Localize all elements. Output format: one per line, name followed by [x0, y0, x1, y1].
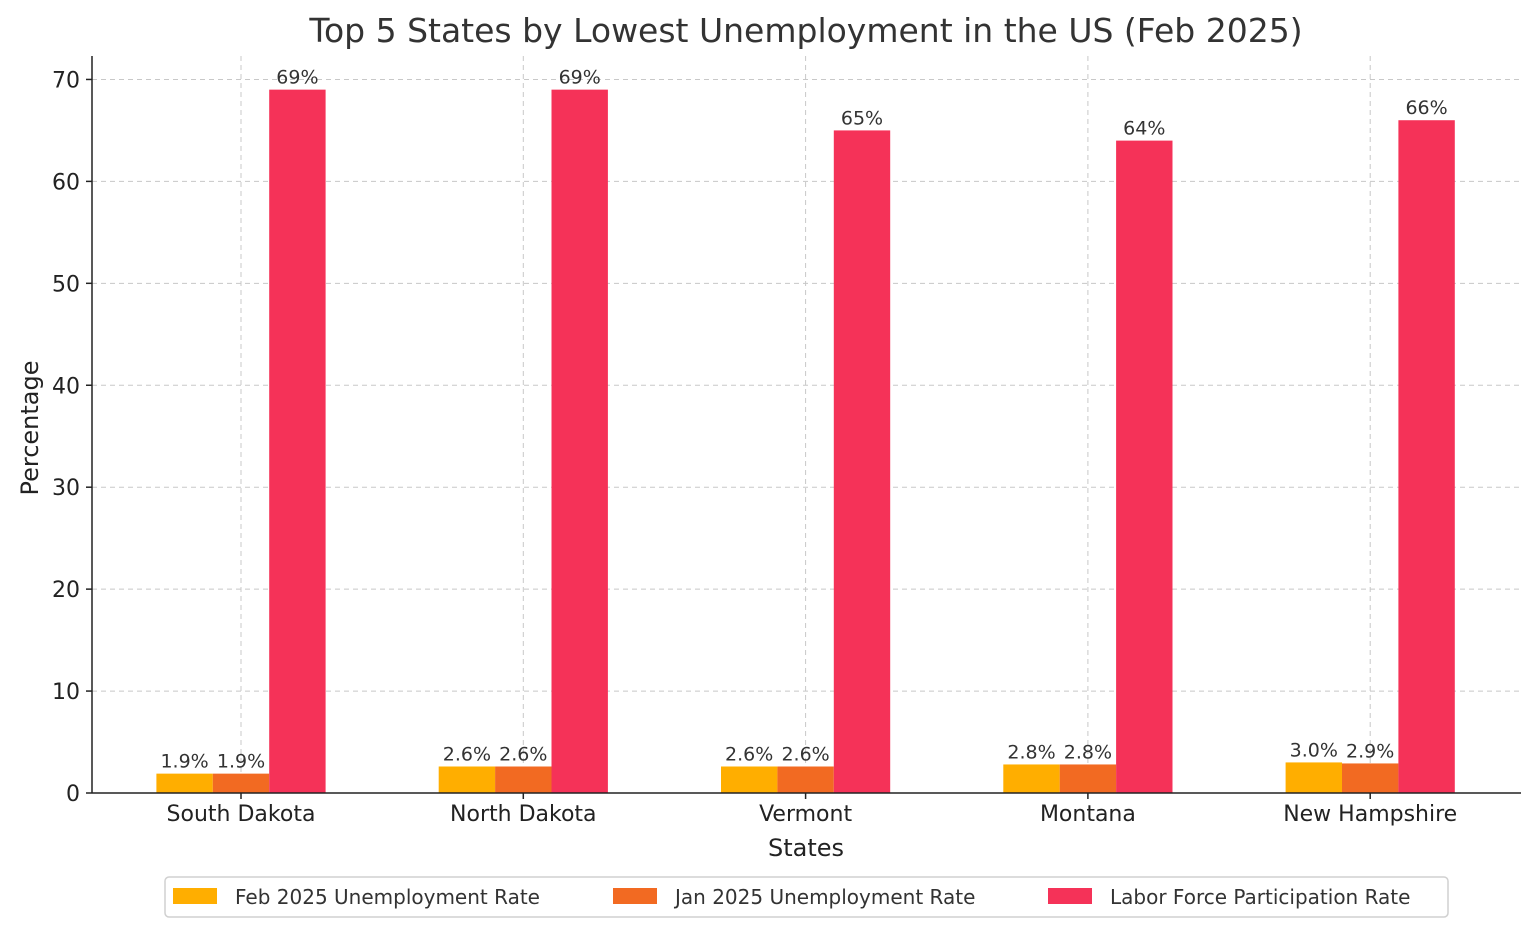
bar-data-label: 69%: [276, 67, 318, 89]
x-tick-label: South Dakota: [167, 802, 316, 827]
bar-data-label: 66%: [1405, 97, 1447, 119]
bar-data-label: 2.6%: [499, 743, 547, 765]
bar: [1285, 762, 1342, 793]
x-tick-label: New Hampshire: [1283, 802, 1457, 827]
bar: [1398, 120, 1455, 794]
bar-data-label: 64%: [1123, 118, 1165, 140]
bar: [1342, 763, 1399, 793]
y-tick-label: 70: [52, 68, 80, 93]
y-tick-label: 10: [52, 680, 80, 705]
bar: [1059, 764, 1117, 793]
bar: [777, 766, 834, 793]
legend-label: Labor Force Participation Rate: [1110, 885, 1410, 909]
bar: [269, 89, 326, 793]
legend-frame: [164, 876, 1449, 918]
legend: Feb 2025 Unemployment Rate Jan 2025 Unemp…: [164, 876, 1449, 918]
bar: [551, 89, 608, 793]
x-tick-label: North Dakota: [450, 802, 596, 827]
y-tick-label: 50: [52, 272, 80, 297]
bar-data-label: 65%: [841, 107, 883, 129]
chart-title: Top 5 States by Lowest Unemployment in t…: [308, 11, 1302, 50]
x-axis-label: States: [768, 834, 844, 862]
y-axis-label: Percentage: [16, 360, 44, 495]
legend-swatch: [1048, 888, 1092, 904]
bar: [1116, 140, 1173, 794]
legend-swatch: [613, 888, 657, 904]
bar-data-label: 69%: [559, 67, 601, 89]
bar: [438, 766, 496, 793]
bar: [495, 766, 552, 793]
bar-data-label: 2.9%: [1346, 740, 1394, 762]
x-tick-label: Montana: [1040, 802, 1136, 827]
legend-label: Jan 2025 Unemployment Rate: [673, 885, 975, 909]
legend-swatch: [173, 888, 217, 904]
bar-data-label: 3.0%: [1290, 739, 1338, 761]
bar-data-label: 2.6%: [725, 743, 773, 765]
y-tick-label: 20: [52, 578, 80, 603]
y-tick-label: 30: [52, 476, 80, 501]
bar-data-label: 2.6%: [443, 743, 491, 765]
bar-data-label: 2.8%: [1007, 741, 1055, 763]
bar: [721, 766, 778, 793]
y-tick-label: 60: [52, 170, 80, 195]
legend-label: Feb 2025 Unemployment Rate: [235, 885, 540, 909]
bar-data-label: 2.6%: [781, 743, 829, 765]
bar-data-label: 1.9%: [217, 751, 265, 773]
x-tick-label: Vermont: [759, 802, 852, 827]
bar-data-label: 2.8%: [1064, 741, 1112, 763]
bar-data-label: 1.9%: [160, 751, 208, 773]
y-tick-label: 0: [66, 782, 80, 807]
y-tick-label: 40: [52, 374, 80, 399]
bar: [1003, 764, 1060, 793]
bar: [212, 773, 270, 793]
bar: [833, 130, 891, 793]
bar: [156, 773, 213, 793]
